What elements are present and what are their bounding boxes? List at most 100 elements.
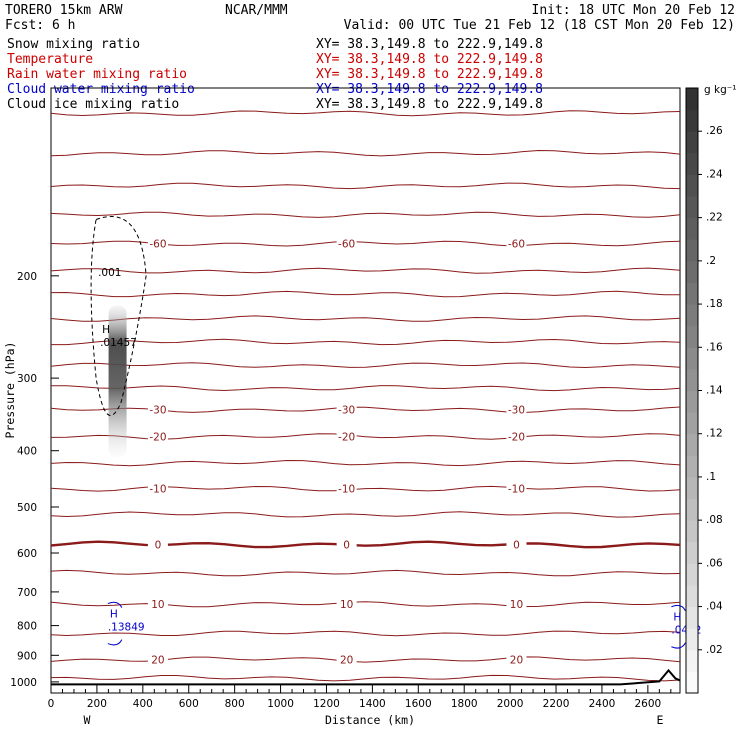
contour-label: -10	[149, 484, 166, 496]
contour-label: 10	[340, 599, 353, 611]
contour-label-bg	[147, 482, 168, 494]
colorbar: .02 .04 .06 .08 .1 .12 .14 .16 .18 .2 .22 .24 .26	[685, 87, 723, 694]
x-tick-label: 2600	[634, 698, 661, 710]
colorbar-cell	[686, 390, 698, 413]
colorbar-cell	[686, 541, 698, 564]
contour-label-bg	[506, 237, 527, 249]
y-tick-label: 700	[17, 587, 37, 599]
contour-label: -60	[508, 239, 525, 251]
colorbar-tick-label: .1	[706, 471, 716, 483]
colorbar-tick-label: .24	[706, 168, 723, 180]
colorbar-cell	[686, 152, 698, 175]
contour-label-bg	[336, 403, 357, 415]
colorbar-cell	[686, 260, 698, 283]
colorbar-cell	[686, 671, 698, 694]
y-axis-label: Pressure (hPa)	[3, 342, 17, 439]
contour-label: -30	[508, 405, 525, 417]
temperature-contour	[50, 540, 681, 549]
temperature-contour	[50, 674, 681, 682]
ice-max-label: H	[102, 324, 110, 336]
cloud-water-max-label: H	[673, 612, 681, 624]
temperature-contour	[50, 267, 681, 274]
x-tick-label: 2000	[497, 698, 524, 710]
colorbar-cell	[686, 476, 698, 500]
colorbar-cell	[686, 628, 698, 651]
contour-label-bg	[506, 430, 527, 442]
snow-column	[108, 305, 127, 457]
x-tick-label: 2200	[543, 698, 570, 710]
ice-max-value: .01457	[100, 337, 137, 349]
temperature-contour	[51, 385, 681, 392]
colorbar-cell	[686, 584, 698, 608]
colorbar-cell	[686, 304, 698, 327]
x-tick-label: 800	[225, 698, 245, 710]
x-tick-label: 400	[133, 698, 153, 710]
cloud-ice-contour	[90, 216, 147, 416]
contour-label-bg	[147, 430, 168, 442]
y-tick-label: 500	[17, 502, 37, 514]
contour-label: 20	[151, 654, 164, 666]
temperature-contour	[50, 601, 681, 608]
x-tick-label: 600	[179, 698, 199, 710]
temperature-contour	[50, 511, 681, 518]
colorbar-cell	[686, 217, 698, 240]
contour-label: -10	[508, 484, 525, 496]
colorbar-tick-label: .12	[706, 428, 723, 440]
temperature-contour	[50, 656, 681, 663]
contour-label-bg	[506, 403, 527, 415]
legend-xy: XY= 38.3,149.8 to 222.9,149.8	[316, 37, 543, 52]
contour-label: -60	[338, 239, 355, 251]
y-tick-label: 800	[17, 621, 37, 633]
x-tick-label: 200	[87, 698, 107, 710]
init-time: Init: 18 UTC Mon 20 Feb 12	[532, 3, 736, 18]
contour-label: 10	[510, 599, 523, 611]
temperature-contour	[50, 406, 681, 414]
colorbar-cell	[686, 433, 698, 456]
colorbar-cell	[686, 563, 698, 586]
temperature-contour	[50, 290, 680, 298]
colorbar-tick-label: .16	[706, 341, 723, 353]
colorbar-tick-label: .26	[706, 125, 723, 137]
temperature-contour	[50, 433, 681, 440]
contour-label: -20	[508, 431, 525, 443]
contour-label-bg	[147, 403, 168, 415]
colorbar-tick-label: .2	[706, 255, 716, 267]
colorbar-cell	[686, 131, 698, 154]
contour-label-bg	[506, 653, 527, 665]
x-axis: 0 200 400 600 800 1000 1200 1400 1600 1800 2000 220…	[48, 685, 672, 710]
temperature-contour	[50, 485, 681, 492]
legend-xy: XY= 38.3,149.8 to 222.9,149.8	[316, 82, 543, 97]
colorbar-cell	[686, 88, 698, 111]
temperature-contour	[50, 315, 681, 322]
contour-label: 0	[513, 539, 520, 551]
colorbar-cell	[686, 109, 698, 132]
legend-label: Cloud ice mixing ratio	[7, 97, 179, 112]
contour-label: -60	[149, 239, 166, 251]
contour-label: -20	[149, 431, 166, 443]
colorbar-cell	[686, 412, 698, 435]
contour-label-bg	[147, 237, 168, 249]
temperature-contour	[50, 362, 681, 369]
legend-label: Temperature	[7, 52, 93, 67]
contour-label: 10	[151, 599, 164, 611]
colorbar-unit: g kg⁻¹	[704, 84, 737, 96]
terrain-surface	[51, 668, 681, 686]
legend-label: Rain water mixing ratio	[7, 67, 187, 82]
legend-xy: XY= 38.3,149.8 to 222.9,149.8	[316, 67, 543, 82]
contour-label-bg	[147, 653, 168, 665]
contour-label-bg	[506, 598, 527, 610]
cloud-water-max-value: .13849	[108, 622, 145, 634]
terrain-line	[51, 668, 681, 686]
contour-label: 20	[340, 654, 353, 666]
colorbar-cell	[686, 174, 698, 197]
contour-label: 20	[510, 654, 523, 666]
colorbar-cell	[686, 282, 698, 305]
contour-label: 0	[155, 539, 162, 551]
y-tick-label: 400	[17, 446, 37, 458]
colorbar-cell	[686, 649, 698, 672]
colorbar-tick-label: .02	[706, 644, 723, 656]
cloud-water-contour	[671, 604, 686, 649]
temperature-contour	[50, 459, 681, 467]
